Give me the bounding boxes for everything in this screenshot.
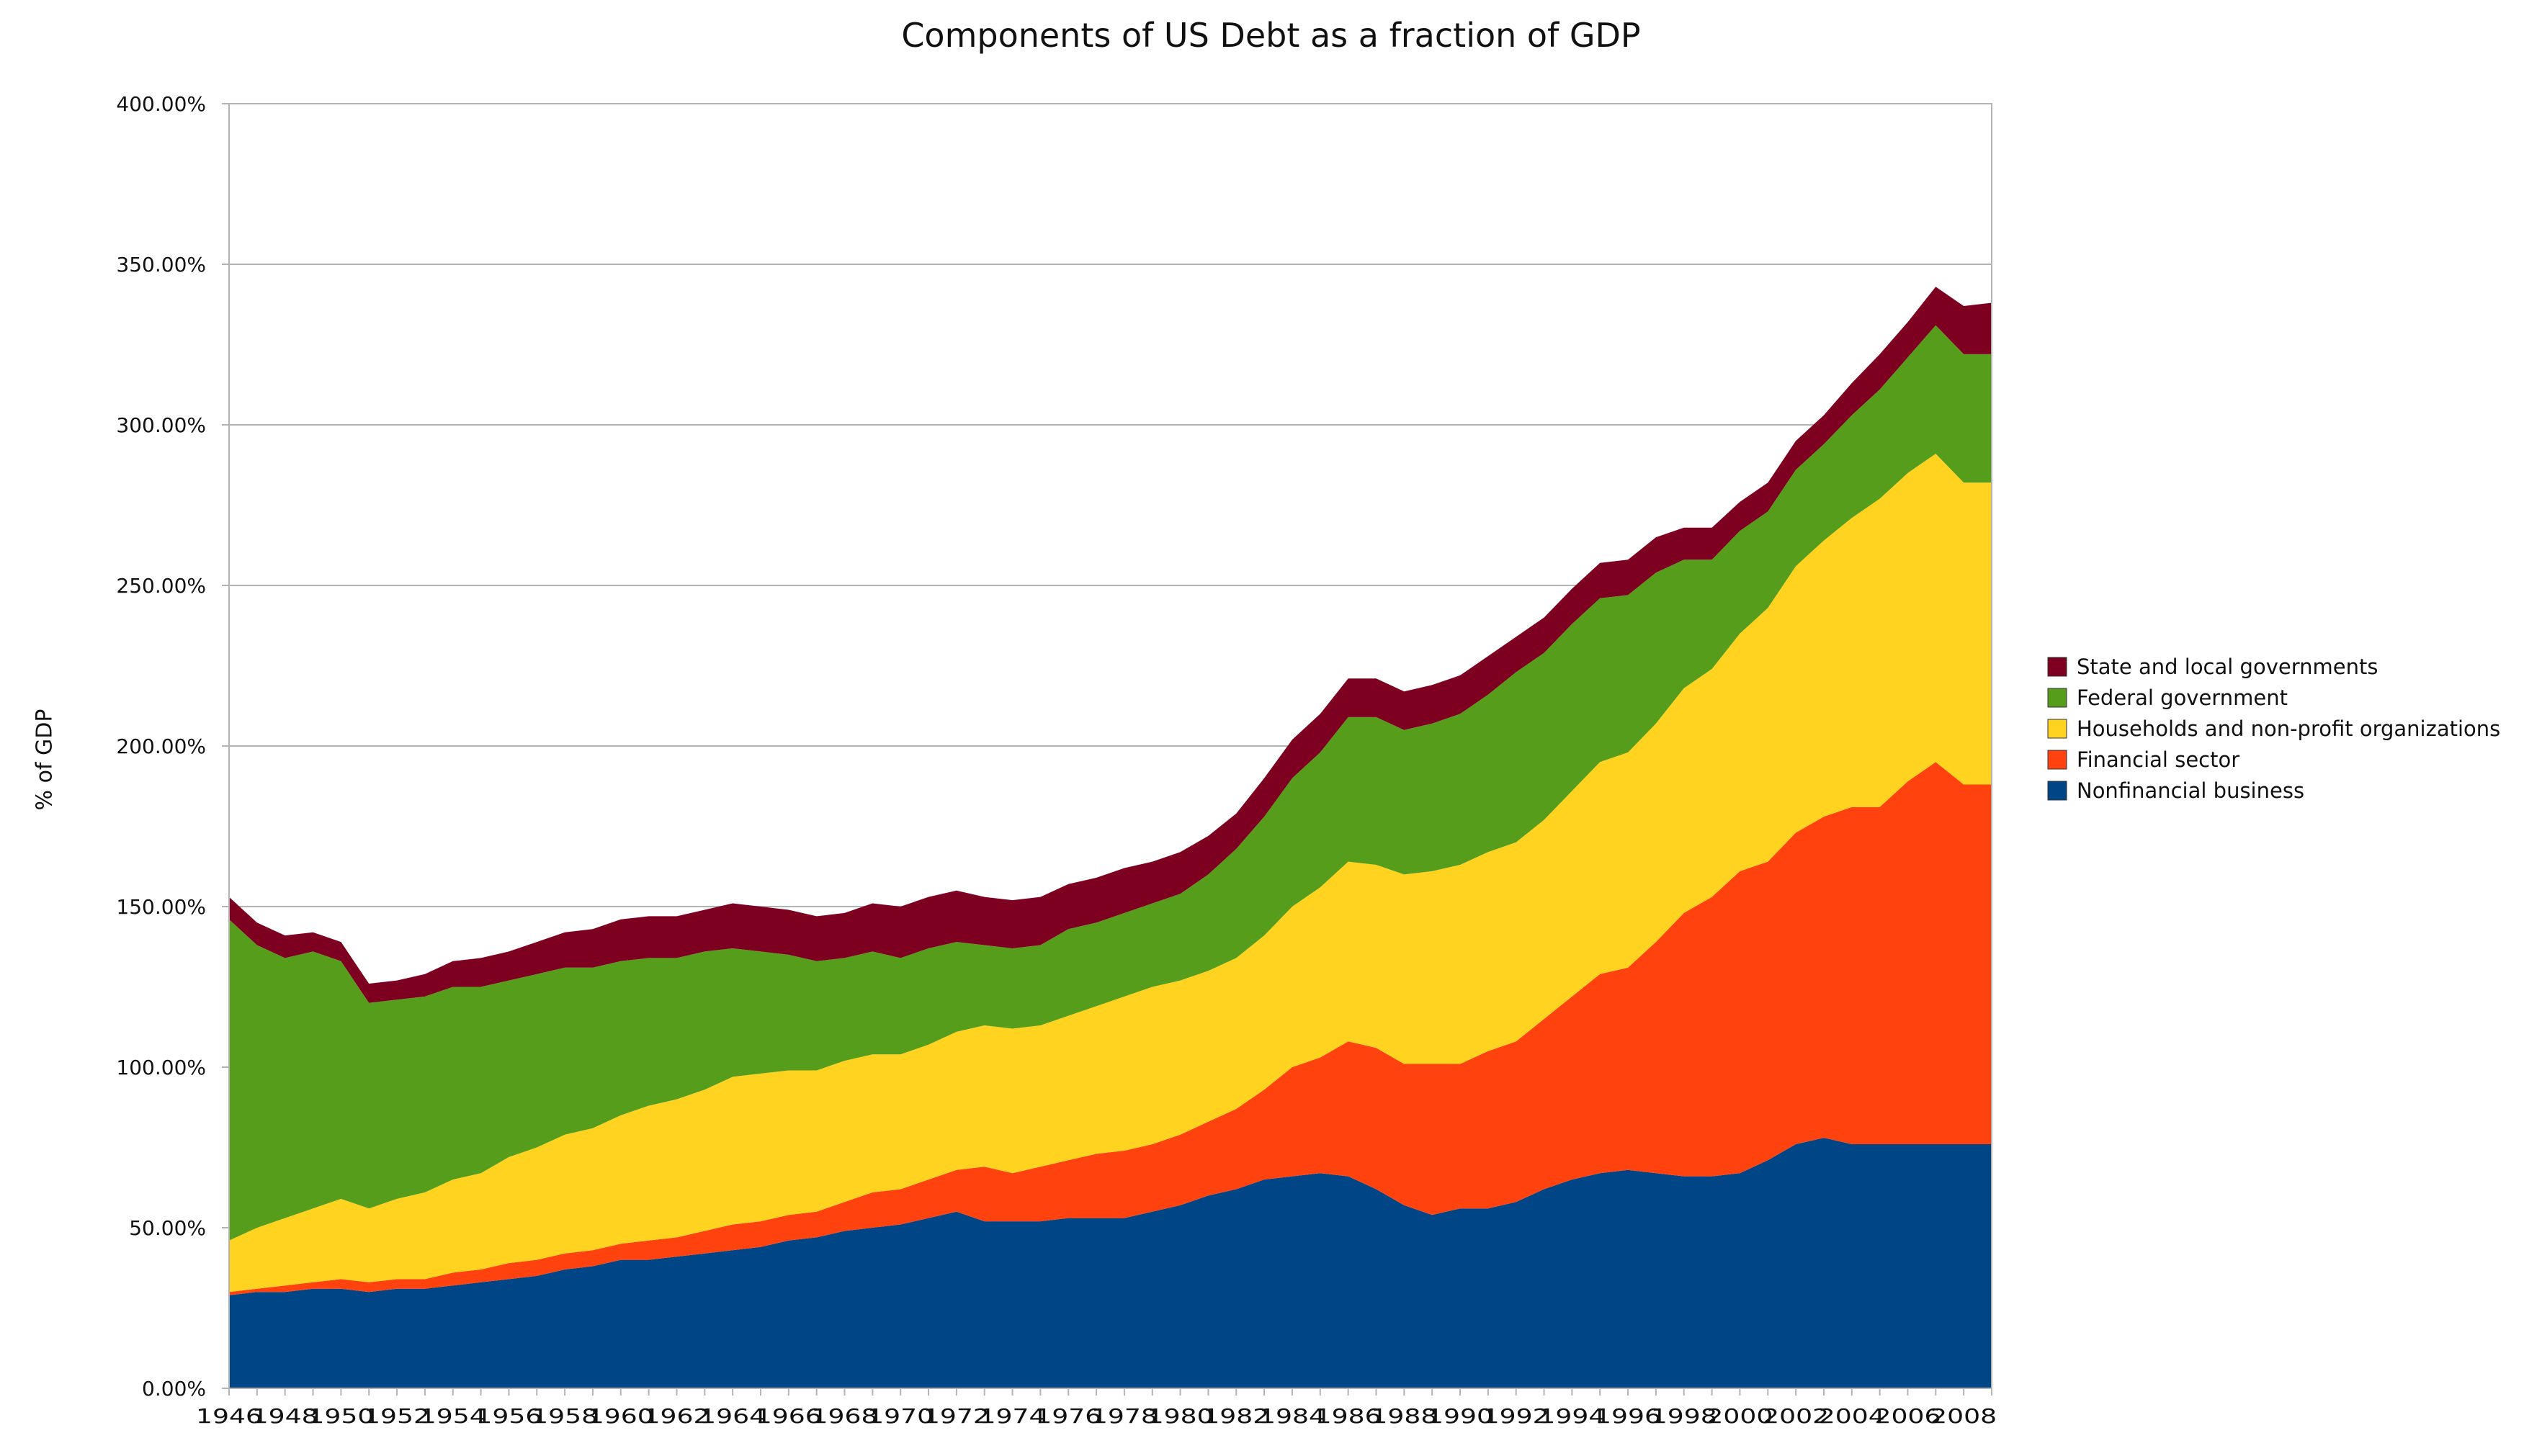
- x-tick-label: 1950: [308, 1404, 374, 1428]
- area-series: [229, 287, 1992, 1388]
- y-tick-label: 200.00%: [116, 734, 206, 758]
- legend-label-state-and-local-governments: State and local governments: [2077, 655, 2378, 679]
- x-tick-label: 1982: [1203, 1404, 1269, 1428]
- x-tick-label: 2008: [1930, 1404, 1997, 1428]
- x-tick-label: 1972: [923, 1404, 990, 1428]
- legend-swatch-federal-government: [2047, 688, 2067, 708]
- x-tick-label: 1960: [588, 1404, 654, 1428]
- legend-label-nonfinancial-business: Nonfinancial business: [2077, 778, 2304, 803]
- x-tick-label: 1968: [812, 1404, 878, 1428]
- x-tick-label: 1986: [1315, 1404, 1382, 1428]
- axes: 0.00% 50.00% 100.00% 150.00% 200.00% 250.00% 3…: [116, 92, 1997, 1428]
- x-tick-label: 1952: [364, 1404, 430, 1428]
- x-tick-label: 1962: [643, 1404, 710, 1428]
- legend-label-households-and-non-profit-organizations: Households and non-profit organizations: [2077, 716, 2500, 741]
- x-tick-label: 1996: [1595, 1404, 1661, 1428]
- legend-swatch-nonfinancial-business: [2047, 781, 2067, 801]
- area-nonfinancial-business: [229, 1138, 1992, 1388]
- chart-title: Components of US Debt as a fraction of G…: [901, 16, 1641, 55]
- area-financial-sector: [229, 762, 1992, 1295]
- x-tick-label: 1966: [756, 1404, 822, 1428]
- x-tick-label: 1984: [1259, 1404, 1325, 1428]
- x-tick-label: 2004: [1819, 1404, 1885, 1428]
- x-tick-label: 1980: [1147, 1404, 1214, 1428]
- legend: State and local governments Federal gover…: [2047, 655, 2500, 803]
- x-tick-label: 1998: [1651, 1404, 1717, 1428]
- x-tick-label: 1964: [699, 1404, 766, 1428]
- area-federal-government: [229, 325, 1992, 1241]
- x-tick-label: 1948: [252, 1404, 318, 1428]
- legend-label-federal-government: Federal government: [2077, 686, 2288, 710]
- plot-frame: [228, 103, 1992, 1389]
- y-tick-label: 150.00%: [116, 895, 206, 919]
- x-tick-label: 1956: [475, 1404, 542, 1428]
- x-tick-label: 1992: [1483, 1404, 1549, 1428]
- x-tick-label: 2002: [1763, 1404, 1829, 1428]
- legend-swatch-financial-sector: [2047, 750, 2067, 770]
- x-tick-label: 2006: [1874, 1404, 1941, 1428]
- x-tick-label: 1988: [1371, 1404, 1437, 1428]
- y-tick-label: 250.00%: [116, 574, 206, 598]
- y-tick-label: 50.00%: [129, 1216, 206, 1240]
- x-tick-label: 1946: [196, 1404, 262, 1428]
- y-tick-label: 400.00%: [116, 92, 206, 116]
- x-tick-label: 1976: [1035, 1404, 1101, 1428]
- x-tick-label: 1954: [420, 1404, 486, 1428]
- y-tick-label: 100.00%: [116, 1056, 206, 1079]
- legend-label-financial-sector: Financial sector: [2077, 747, 2239, 772]
- x-tick-label: 1974: [980, 1404, 1046, 1428]
- legend-swatch-state-and-local-governments: [2047, 657, 2067, 677]
- x-tick-label: 1994: [1539, 1404, 1605, 1428]
- x-tick-label: 1970: [867, 1404, 934, 1428]
- y-tick-label: 300.00%: [116, 413, 206, 437]
- x-tick-label: 1978: [1091, 1404, 1158, 1428]
- y-tick-label: 0.00%: [142, 1377, 206, 1401]
- x-tick-label: 2000: [1706, 1404, 1773, 1428]
- y-tick-label: 350.00%: [116, 253, 206, 277]
- x-tick-label: 1958: [532, 1404, 598, 1428]
- legend-swatch-households-and-non-profit-organizations: [2047, 719, 2067, 739]
- area-households-and-non-profit-organizations: [229, 454, 1992, 1293]
- x-tick-label: 1990: [1427, 1404, 1493, 1428]
